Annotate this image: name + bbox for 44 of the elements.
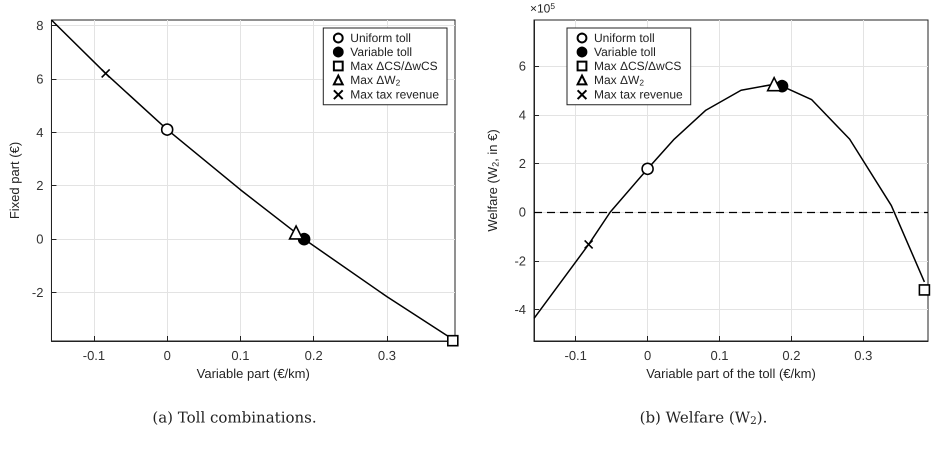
y-tick-label: -2 bbox=[514, 253, 526, 268]
x-tick-label: 0.1 bbox=[231, 348, 250, 363]
x-tick-label: 0.3 bbox=[854, 348, 872, 363]
text: (b) Welfare (W2). bbox=[640, 408, 768, 427]
legend-label: Max ΔCS/ΔwCS bbox=[350, 59, 438, 73]
y-tick-label: 6 bbox=[36, 71, 44, 86]
x-tick-label: 0 bbox=[164, 348, 171, 363]
legend-label: Max tax revenue bbox=[350, 88, 440, 102]
y-tick-label: 0 bbox=[36, 232, 44, 247]
y-tick-label: -2 bbox=[32, 285, 44, 300]
legend-label: Uniform toll bbox=[350, 31, 411, 45]
x-tick-label: 0.3 bbox=[378, 348, 396, 363]
x-tick-label: 0 bbox=[644, 348, 652, 363]
x-axis-title: Variable part (€/km) bbox=[196, 366, 310, 381]
x-axis-title: Variable part of the toll (€/km) bbox=[646, 366, 816, 381]
y-tick-label: -4 bbox=[514, 302, 526, 317]
x-tick-label: -0.1 bbox=[564, 348, 587, 363]
text: (a) Toll combinations. bbox=[152, 408, 317, 426]
point bbox=[584, 240, 594, 250]
point bbox=[447, 334, 459, 347]
x-tick-label: 0.2 bbox=[782, 348, 800, 363]
y-tick-label: 2 bbox=[36, 178, 44, 194]
y-tick-label: 6 bbox=[518, 58, 526, 74]
legend-label: Max tax revenue bbox=[594, 88, 684, 102]
x-tick-label: 0.1 bbox=[710, 348, 729, 363]
y-tick-label: 2 bbox=[518, 156, 526, 171]
y-tick-label: 0 bbox=[518, 204, 526, 220]
point bbox=[160, 123, 174, 136]
y-tick-label: 4 bbox=[36, 124, 44, 140]
point bbox=[641, 162, 654, 176]
legend-label: Uniform toll bbox=[594, 31, 655, 45]
legend-label: Max ΔCS/ΔwCS bbox=[594, 59, 682, 73]
x-tick-label: 0.2 bbox=[304, 348, 323, 363]
point bbox=[766, 76, 782, 92]
y-tick-label: 4 bbox=[518, 107, 526, 122]
y-axis-title: Welfare (W2, in €) bbox=[485, 129, 500, 232]
x-tick-label: -0.1 bbox=[82, 348, 106, 363]
point bbox=[288, 225, 304, 240]
point bbox=[100, 68, 110, 78]
y-axis-title: Fixed part (€) bbox=[7, 142, 22, 220]
point bbox=[918, 284, 930, 296]
y-tick-label: 8 bbox=[36, 18, 44, 33]
legend-label: Variable toll bbox=[594, 45, 656, 59]
legend-label: Variable toll bbox=[350, 45, 412, 59]
